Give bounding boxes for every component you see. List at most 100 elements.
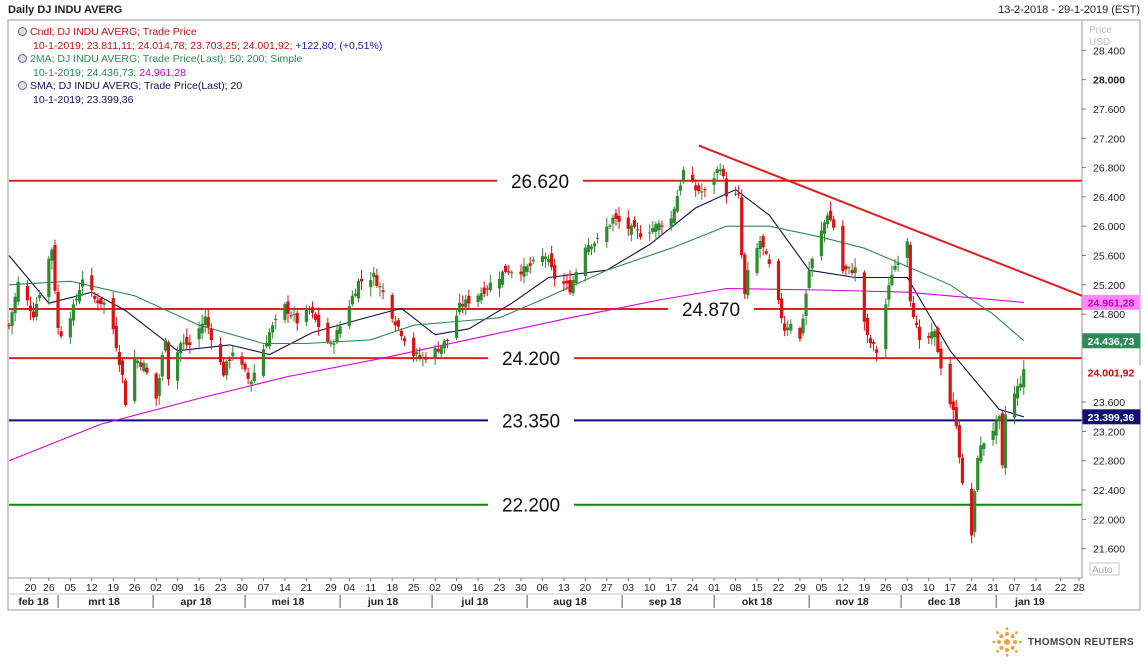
- legend-item-candle[interactable]: Cndl; DJ INDU AVERG; Trade Price: [18, 26, 382, 40]
- y-axis-title: USD: [1089, 37, 1110, 48]
- legend-values-ma200: 24.961,28: [139, 66, 186, 79]
- candle-body: [197, 328, 201, 340]
- candle-body: [565, 280, 569, 284]
- candle-body: [973, 491, 977, 532]
- x-tick-label: 30: [236, 582, 248, 594]
- y-tick-label: 22.400: [1093, 485, 1125, 497]
- candle-body: [703, 189, 707, 191]
- y-tick-label: 25.600: [1093, 251, 1125, 263]
- y-tick-label: 23.600: [1093, 397, 1125, 409]
- candle-body: [783, 323, 787, 331]
- candle-body: [767, 259, 771, 264]
- candle-body: [614, 213, 618, 219]
- candle-body: [102, 302, 106, 305]
- candle-body: [908, 244, 912, 302]
- y-tick-label: 24.800: [1093, 309, 1125, 321]
- candle-body: [715, 169, 719, 174]
- legend: Cndl; DJ INDU AVERG; Trade Price 10-1-20…: [18, 26, 382, 107]
- candle-body: [1016, 386, 1020, 399]
- candle-body: [123, 380, 128, 406]
- candle-body: [264, 343, 269, 347]
- candle-body: [488, 282, 492, 291]
- candle-body: [317, 314, 321, 327]
- candle-body: [675, 195, 679, 212]
- price-tag: [1082, 409, 1141, 425]
- candle-body: [970, 488, 974, 536]
- candle-body: [525, 266, 529, 272]
- candle-body: [347, 306, 351, 326]
- candle-body: [865, 317, 869, 336]
- legend-label: 2MA; DJ INDU AVERG; Trade Price(Last); 5…: [30, 53, 303, 65]
- candle-body: [592, 243, 597, 247]
- candle-body: [28, 305, 33, 311]
- candle-body: [160, 355, 164, 377]
- indicator-settings-icon[interactable]: [18, 81, 27, 90]
- candle-body: [884, 304, 888, 350]
- candle-body: [789, 323, 793, 331]
- legend-item-sma[interactable]: SMA; DJ INDU AVERG; Trade Price(Last); 2…: [18, 80, 382, 94]
- candle-body: [240, 356, 244, 365]
- candle-body: [507, 271, 511, 273]
- candle-body: [307, 308, 312, 310]
- x-tick-label: 17: [665, 582, 677, 594]
- candle-body: [497, 278, 502, 289]
- x-tick-label: 23: [494, 582, 506, 594]
- candle-body: [47, 258, 51, 298]
- candle-body: [274, 318, 278, 321]
- candle-body: [939, 348, 943, 369]
- candle-body: [681, 169, 686, 182]
- candle-body: [142, 362, 146, 372]
- candle-body: [764, 251, 768, 254]
- candle-body: [568, 279, 572, 293]
- candle-body: [283, 304, 287, 320]
- x-tick-label: 20: [580, 582, 592, 594]
- level-label-bg: [497, 170, 583, 191]
- candle-body: [145, 367, 149, 373]
- candle-body: [755, 248, 759, 273]
- candle-body: [629, 225, 633, 235]
- x-month-label: nov 18: [835, 596, 868, 608]
- legend-item-2ma[interactable]: 2MA; DJ INDU AVERG; Trade Price(Last); 5…: [18, 53, 382, 67]
- candle-body: [504, 265, 508, 272]
- candle-body: [289, 315, 293, 317]
- candle-body: [359, 278, 364, 282]
- candle-body: [59, 331, 63, 337]
- candle-body: [313, 314, 318, 320]
- x-tick-label: 22: [773, 582, 785, 594]
- candle-body: [976, 457, 980, 491]
- candle-body: [810, 258, 814, 269]
- candle-body: [99, 297, 103, 304]
- candle-body: [418, 355, 422, 358]
- axis-auto-button[interactable]: [1089, 562, 1120, 576]
- x-tick-label: 26: [129, 582, 141, 594]
- candle-body: [111, 298, 115, 330]
- candle-body: [267, 332, 272, 347]
- x-tick-label: 05: [816, 582, 828, 594]
- price-tag-label: 24.961,28: [1088, 297, 1135, 309]
- candle-body: [228, 359, 232, 361]
- indicator-settings-icon[interactable]: [18, 54, 27, 63]
- y-tick-label: 28.000: [1093, 75, 1125, 87]
- candle-body: [954, 407, 958, 427]
- candle-body: [421, 357, 425, 359]
- candle-body: [605, 226, 609, 243]
- x-tick-label: 20: [25, 582, 37, 594]
- legend-values-2ma: 10-1-2019; 24.436,73; 24.961,28: [18, 67, 382, 81]
- x-tick-label: 19: [858, 582, 870, 594]
- indicator-settings-icon[interactable]: [18, 27, 27, 36]
- candle-body: [697, 185, 701, 192]
- candle-body: [911, 302, 915, 318]
- x-tick-label: 12: [837, 582, 849, 594]
- x-month-label: feb 18: [18, 596, 49, 608]
- candle-body: [120, 360, 125, 376]
- candle-body: [56, 291, 60, 328]
- candle-body: [209, 328, 213, 341]
- price-tag-label: 23.399,36: [1088, 412, 1135, 424]
- candle-body: [1003, 414, 1007, 468]
- x-tick-label: 08: [730, 582, 742, 594]
- x-tick-label: 04: [343, 582, 355, 594]
- candle-body: [746, 270, 750, 296]
- candle-body: [694, 185, 698, 191]
- candle-body: [34, 303, 39, 317]
